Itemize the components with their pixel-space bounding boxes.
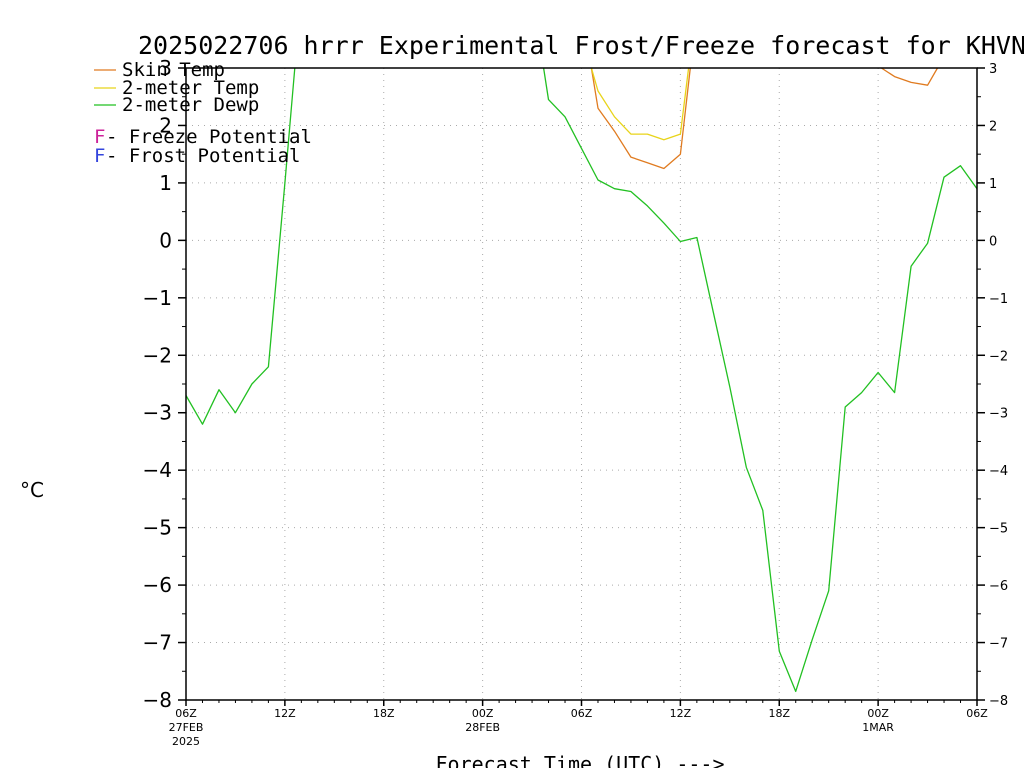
y-tick-label-left: 0 <box>159 228 172 252</box>
y-tick-label-left: 2 <box>159 113 172 137</box>
y-tick-label-right: −3 <box>989 407 1008 422</box>
y-tick-label-right: 1 <box>989 177 997 192</box>
legend-entry-label: - Frost Potential <box>106 145 300 167</box>
plot-frame <box>185 67 978 701</box>
y-axis-label: °C <box>20 478 44 502</box>
y-tick-label-right: 0 <box>989 234 997 249</box>
x-tick-label: 18Z <box>768 707 790 720</box>
y-tick-label-right: −6 <box>989 579 1008 594</box>
chart-title: 2025022706 hrrr Experimental Frost/Freez… <box>138 31 1024 60</box>
x-tick-label: 06Z <box>571 707 593 720</box>
legend-entry-label: Skin Temp <box>122 59 225 81</box>
y-tick-label-left: 1 <box>159 171 172 195</box>
y-tick-label-left: −6 <box>143 573 172 597</box>
y-tick-label-right: −8 <box>989 694 1008 709</box>
y-tick-label-right: 2 <box>989 119 997 134</box>
y-tick-label-left: −5 <box>143 516 172 540</box>
x-tick-label: 12Z <box>274 707 296 720</box>
series-line-skin-temp <box>881 67 939 86</box>
series-line-2-meter-temp <box>590 67 690 141</box>
legend-entry-label: 2-meter Temp <box>122 77 259 99</box>
y-tick-label-left: −2 <box>143 343 172 367</box>
y-tick-label-left: −1 <box>143 286 172 310</box>
y-tick-label-right: −1 <box>989 292 1008 307</box>
x-tick-sublabel: 28FEB <box>465 721 500 734</box>
x-tick-label: 18Z <box>373 707 395 720</box>
series-line-skin-temp <box>590 67 691 170</box>
x-axis-label: Forecast Time (UTC) ---> <box>436 752 725 768</box>
series-line-2-meter-dewp <box>542 67 978 693</box>
x-tick-label: 06Z <box>175 707 197 720</box>
y-tick-label-right: −7 <box>989 637 1008 652</box>
x-tick-label: 06Z <box>966 707 988 720</box>
x-tick-label: 00Z <box>472 707 494 720</box>
y-tick-label-right: 3 <box>989 62 997 77</box>
legend-entry-label: - Freeze Potential <box>106 126 312 148</box>
y-tick-label-right: −2 <box>989 349 1008 364</box>
series-layer <box>185 67 978 693</box>
x-tick-label: 12Z <box>670 707 692 720</box>
x-tick-sublabel: 1MAR <box>862 721 894 734</box>
legend-marker: F <box>94 145 105 167</box>
x-tick-label: 00Z <box>867 707 889 720</box>
grid-layer <box>186 68 977 700</box>
x-tick-sublabel: 27FEB <box>169 721 204 734</box>
y-tick-label-left: −7 <box>143 631 172 655</box>
y-tick-label-right: −5 <box>989 522 1008 537</box>
legend-marker: F <box>94 126 105 148</box>
y-tick-label-left: −8 <box>143 688 172 712</box>
y-tick-label-left: 3 <box>159 56 172 80</box>
legend-entry-label: 2-meter Dewp <box>122 94 259 116</box>
y-tick-label-right: −4 <box>989 464 1008 479</box>
x-tick-sublabel: 2025 <box>172 735 200 748</box>
y-tick-label-left: −3 <box>143 401 172 425</box>
series-line-2-meter-dewp <box>185 67 296 425</box>
axis-layer: 3 3 2 2 1 1 0 0 −1 −1 −2 −2 −3 −3 −4 −4 −5 −5 −6 −6 −7 −7 −8 −8… <box>143 56 1009 748</box>
y-tick-label-left: −4 <box>143 458 172 482</box>
